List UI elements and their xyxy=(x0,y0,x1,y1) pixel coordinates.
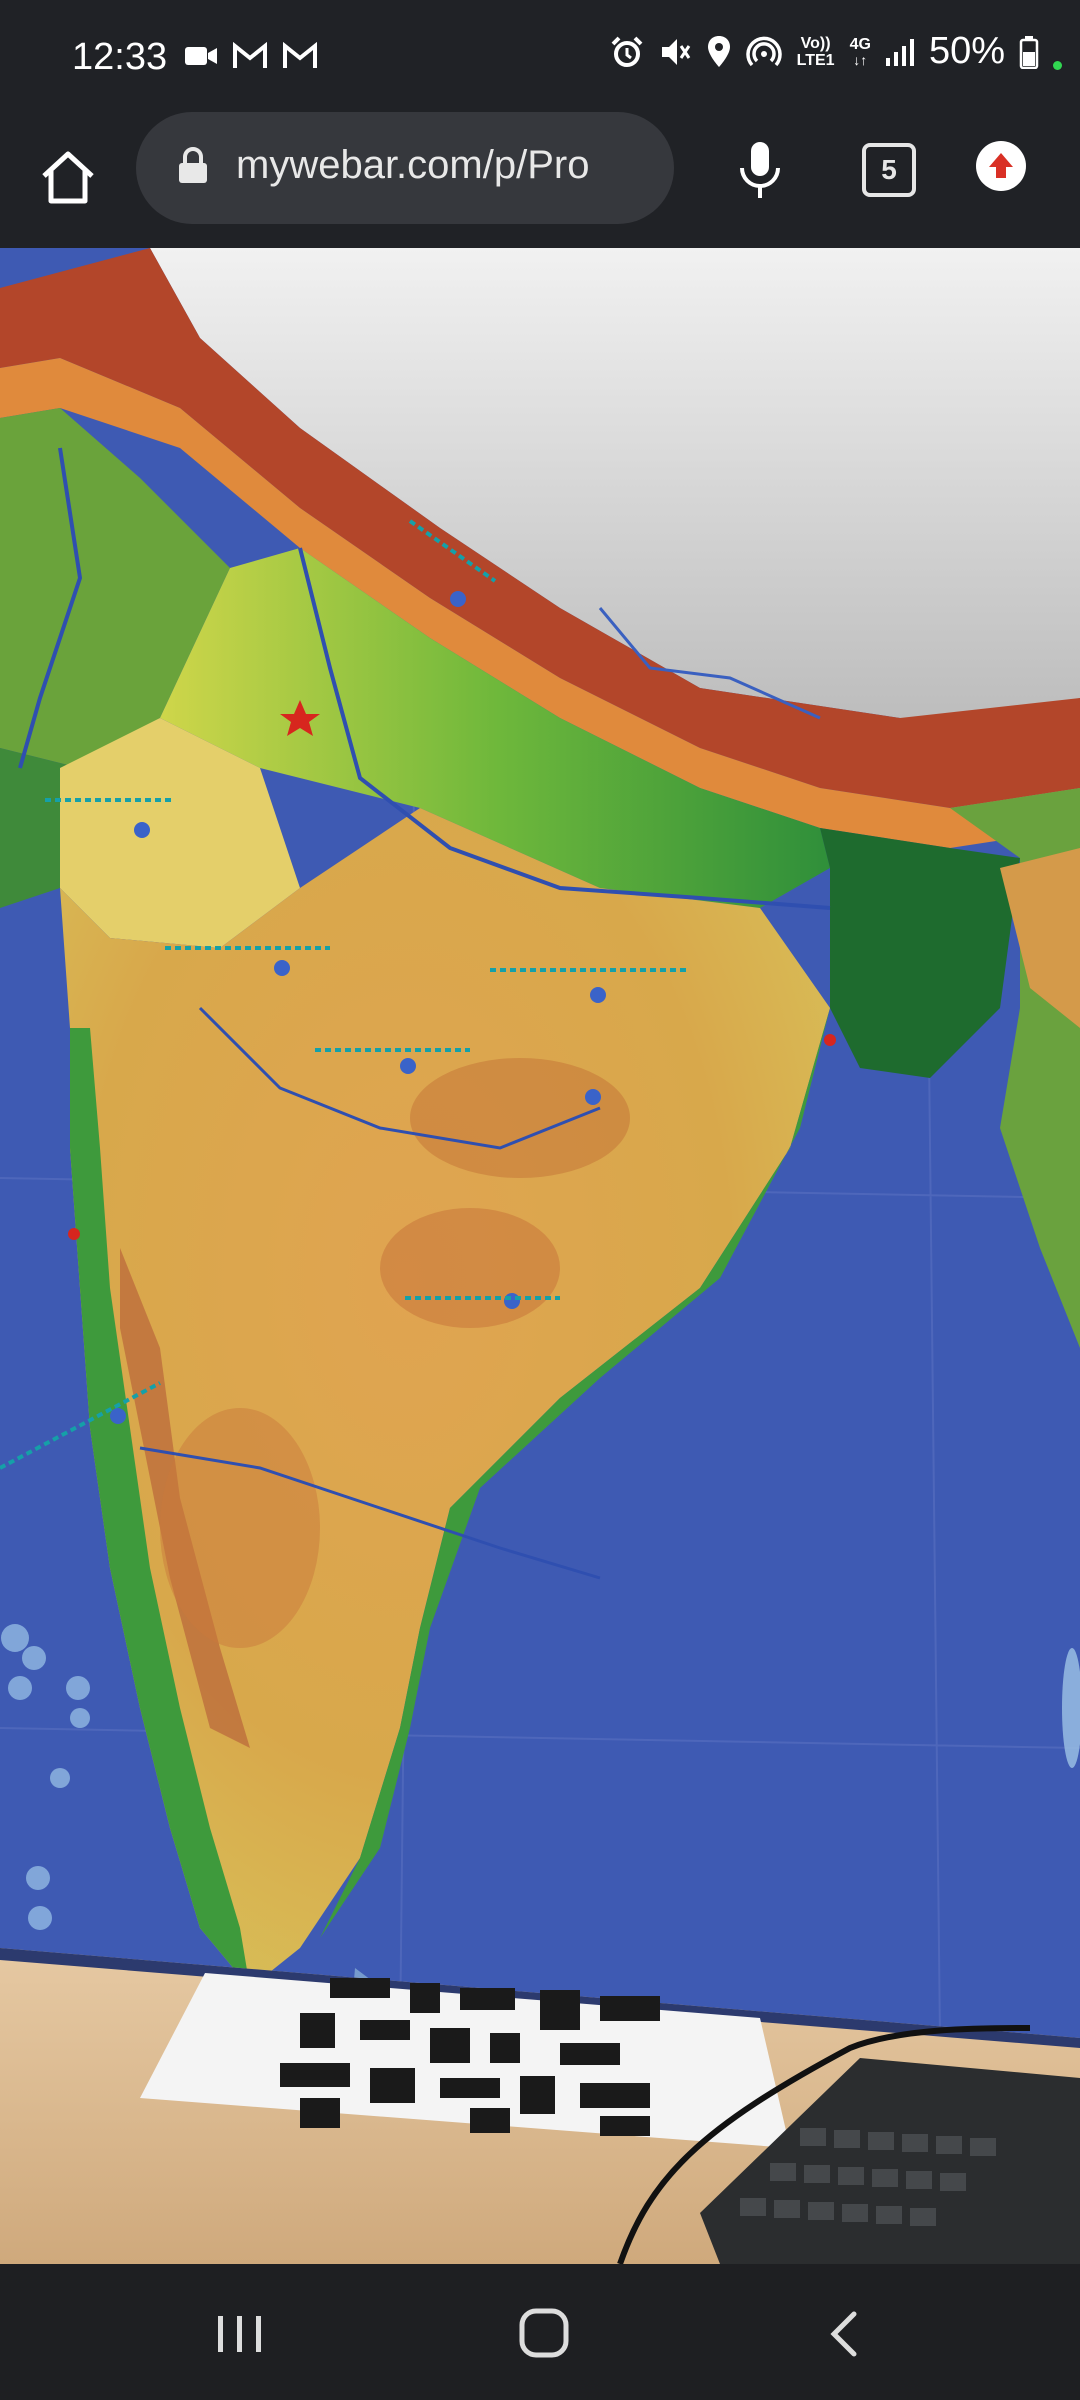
status-bar: 12:33 Vo)) LTE1 4G ↓↑ 50% xyxy=(0,0,1080,118)
system-navigation-bar xyxy=(0,2264,1080,2400)
location-icon xyxy=(707,35,730,67)
url-text: mywebar.com/p/Pro xyxy=(236,143,590,187)
ar-marker xyxy=(110,591,606,1424)
microphone-icon[interactable] xyxy=(728,138,792,202)
arrow-up-icon xyxy=(989,153,1013,178)
home-icon[interactable] xyxy=(34,144,102,212)
gmail-icon xyxy=(283,42,317,68)
home-nav-icon[interactable] xyxy=(504,2304,584,2364)
update-available-button[interactable] xyxy=(976,141,1026,191)
privacy-indicator-dot xyxy=(1053,61,1062,70)
lock-icon xyxy=(179,147,207,183)
volte-icon: Vo)) LTE1 xyxy=(796,34,835,69)
signal-icon xyxy=(885,38,914,66)
hotspot-icon xyxy=(745,36,782,66)
ar-map-scene xyxy=(0,248,1080,2264)
video-call-icon xyxy=(185,47,217,65)
battery-percent: 50% xyxy=(928,30,1005,72)
gmail-icon xyxy=(233,42,267,68)
clock: 12:33 xyxy=(72,36,168,78)
alarm-icon xyxy=(611,36,643,67)
mute-icon xyxy=(661,38,690,65)
battery-icon xyxy=(1019,35,1039,69)
back-icon[interactable] xyxy=(806,2304,886,2364)
tab-switcher-button[interactable]: 5 xyxy=(862,143,916,197)
address-bar[interactable]: mywebar.com/p/Pro xyxy=(136,112,674,224)
system-icons: Vo)) LTE1 4G ↓↑ 50% xyxy=(610,30,1062,73)
qr-code-marker xyxy=(280,1978,660,2136)
recents-icon[interactable] xyxy=(200,2304,280,2364)
4g-icon: 4G ↓↑ xyxy=(849,36,871,68)
notification-icons xyxy=(184,42,318,70)
ar-camera-view[interactable] xyxy=(0,248,1080,2264)
